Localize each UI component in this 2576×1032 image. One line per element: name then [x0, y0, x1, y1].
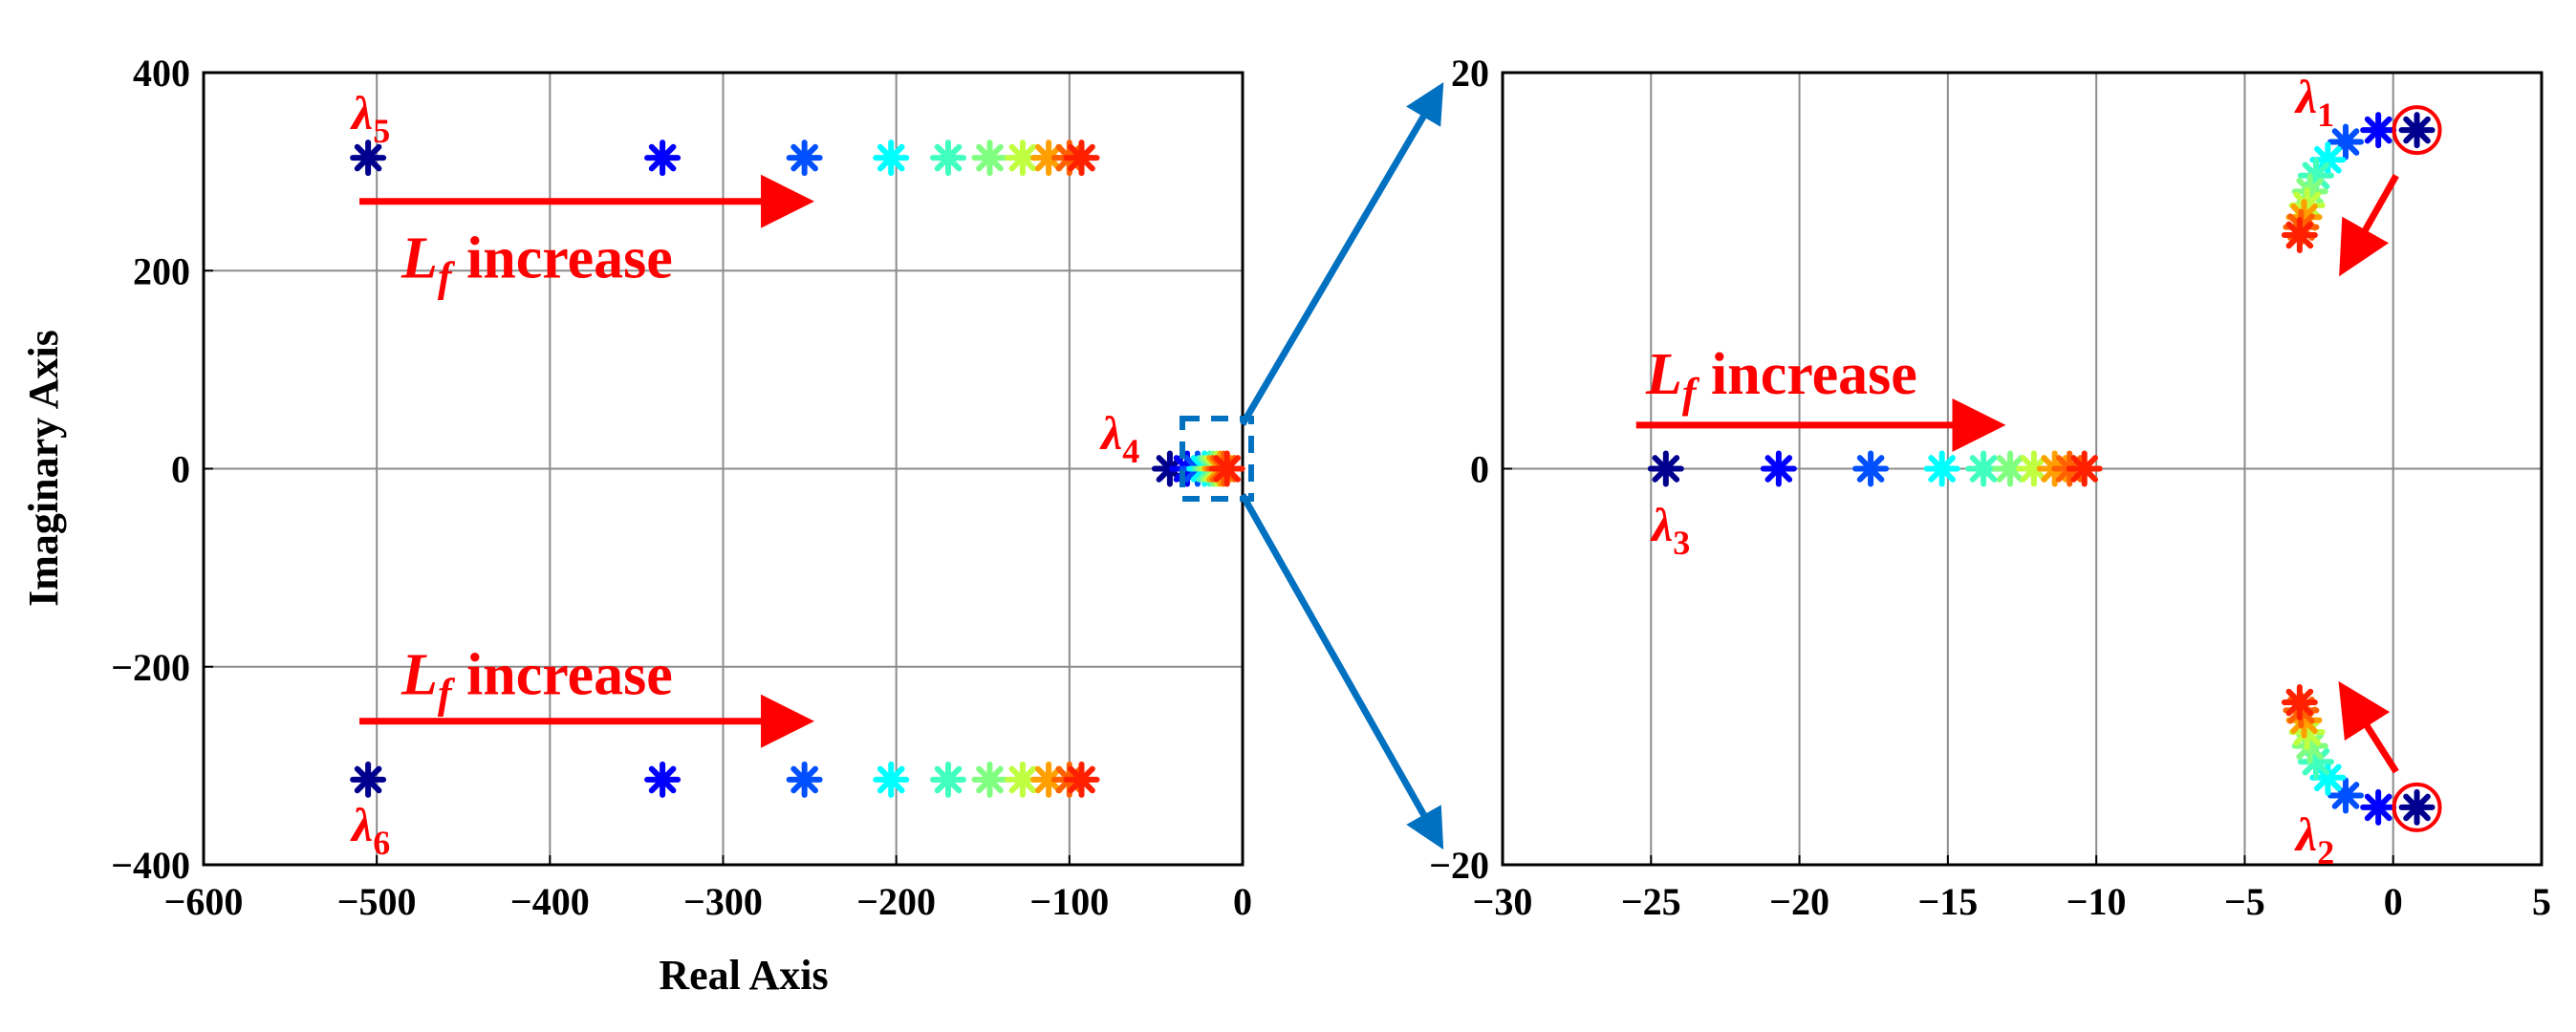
x-tick-label: −15: [1917, 880, 1978, 923]
zoom-connectors: [1239, 81, 1444, 850]
xlabel: Real Axis: [659, 952, 828, 999]
zoom-connector-arrow: [1239, 81, 1444, 426]
x-tick-label: −25: [1621, 880, 1681, 923]
pole-marker: [1030, 140, 1068, 177]
pole-marker: [1647, 450, 1684, 487]
x-tick-label: −100: [1029, 880, 1109, 923]
lf-increase-label: Lf increase: [1645, 342, 1917, 417]
pole-marker: [786, 140, 823, 177]
y-tick-label: −400: [111, 844, 190, 887]
lambda6-label: λ6: [350, 798, 390, 862]
pole-marker: [1760, 450, 1797, 487]
y-tick-label: 0: [171, 448, 190, 491]
x-tick-label: −600: [164, 880, 244, 923]
y-tick-label: 200: [133, 249, 190, 292]
pole-marker: [644, 761, 682, 798]
x-tick-label: −30: [1473, 880, 1533, 923]
pole-marker: [2398, 112, 2435, 149]
pole-marker: [873, 140, 910, 177]
x-tick-label: −10: [2067, 880, 2127, 923]
lambda5-label: λ5: [350, 86, 390, 150]
pole-marker: [971, 761, 1008, 798]
x-tick-label: −500: [337, 880, 417, 923]
pole-marker: [350, 761, 387, 798]
zoomed-root-locus-chart: −30 −25 −20 −15 −10 −5 0 5 −20 0 20 Lf increase λ1 λ2…: [1429, 52, 2551, 923]
start-pole-circle: [2392, 105, 2442, 156]
pole-marker: [1063, 140, 1100, 177]
y-tick-label: 400: [133, 52, 190, 95]
pole-marker: [1063, 761, 1100, 798]
x-tick-label: −5: [2224, 880, 2265, 923]
lambda2-label: λ2: [2294, 807, 2334, 871]
pole-marker: [2398, 788, 2435, 826]
y-tick-label: 20: [1451, 52, 1489, 95]
full-root-locus-chart: −600 −500 −400 −300 −200 −100 0 −400 −200 0 200 400…: [111, 52, 1254, 923]
x-tick-label: −200: [856, 880, 936, 923]
pole-marker: [2360, 112, 2397, 149]
pole-marker: [2327, 777, 2365, 814]
pole-marker: [644, 140, 682, 177]
x-tick-label: 0: [2384, 880, 2403, 923]
y-tick-label: −20: [1429, 844, 1489, 887]
pole-marker: [350, 140, 387, 177]
zoom-box: [1180, 416, 1254, 502]
pole-marker: [873, 761, 910, 798]
pole-marker: [2281, 684, 2318, 721]
zoom-connector-arrow: [1239, 493, 1444, 850]
direction-arrow: [2338, 680, 2399, 774]
pole-marker: [1852, 450, 1890, 487]
pole-marker: [1208, 450, 1245, 487]
x-tick-label: 5: [2532, 880, 2551, 923]
ylabel: Imaginary Axis: [20, 330, 67, 607]
x-tick-label: −300: [683, 880, 763, 923]
pole-marker: [2281, 216, 2318, 253]
lf-increase-label: Lf increase: [400, 226, 673, 301]
pole-marker: [971, 140, 1008, 177]
lambda4-label: λ4: [1099, 406, 1139, 470]
pole-marker: [930, 140, 967, 177]
lf-increase-label: Lf increase: [400, 643, 673, 718]
lambda1-label: λ1: [2294, 70, 2334, 134]
direction-arrow: [2339, 174, 2399, 277]
y-tick-label: −200: [111, 646, 190, 689]
pole-marker: [930, 761, 967, 798]
pole-marker: [786, 761, 823, 798]
x-tick-label: −400: [510, 880, 590, 923]
lambda3-label: λ3: [1650, 498, 1690, 562]
pole-marker: [2360, 788, 2397, 826]
y-tick-label: 0: [1470, 448, 1489, 491]
start-pole-circle: [2392, 782, 2442, 832]
pole-marker: [2066, 450, 2103, 487]
pole-marker: [1923, 450, 1960, 487]
x-tick-label: −20: [1769, 880, 1829, 923]
x-tick-label: 0: [1233, 880, 1252, 923]
